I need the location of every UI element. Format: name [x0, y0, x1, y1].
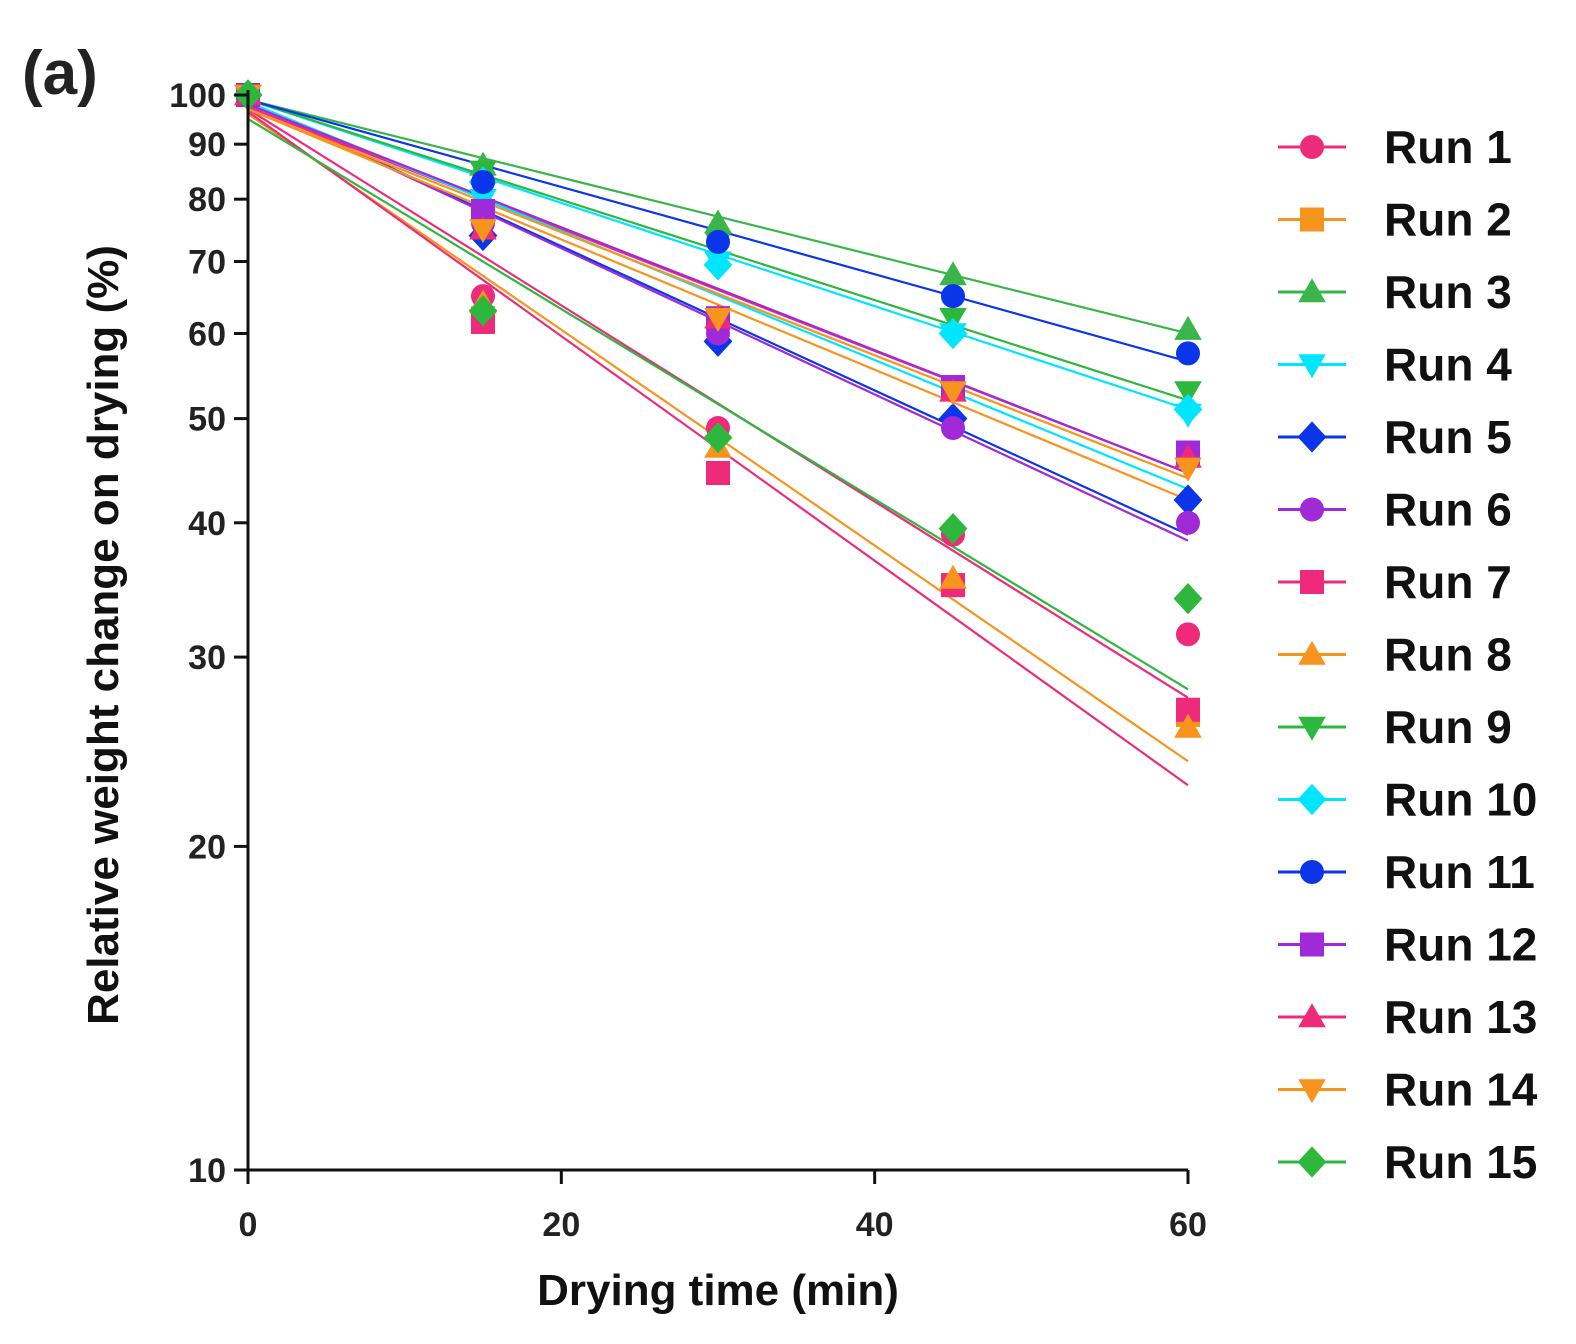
point-run-3 — [1174, 315, 1202, 340]
point-run-15 — [468, 295, 498, 327]
legend-item-run-1: Run 1 — [1278, 121, 1512, 173]
panel-label: (a) — [22, 39, 98, 108]
legend-label: Run 7 — [1384, 556, 1512, 608]
legend-item-run-11: Run 11 — [1278, 846, 1535, 898]
point-run-10 — [703, 249, 733, 281]
y-tick-label: 10 — [188, 1152, 226, 1190]
x-tick-label: 20 — [542, 1206, 580, 1244]
point-run-10 — [938, 317, 968, 350]
y-ticks: 10 20 30 40 50 60 70 80 90 100 — [169, 77, 248, 1190]
legend-marker — [1298, 640, 1326, 665]
legend-item-run-3: Run 3 — [1278, 266, 1512, 318]
y-tick-label: 60 — [188, 315, 226, 353]
legend-marker — [1298, 716, 1326, 741]
point-run-14 — [1174, 457, 1202, 482]
point-run-3 — [704, 209, 732, 234]
legend-label: Run 9 — [1384, 701, 1512, 753]
legend-marker — [1300, 135, 1324, 159]
y-axis-title: Relative weight change on drying (%) — [79, 245, 128, 1025]
legend-item-run-5: Run 5 — [1278, 411, 1512, 463]
legend-item-run-13: Run 13 — [1278, 991, 1537, 1043]
point-run-6 — [941, 416, 965, 441]
y-tick-label: 50 — [188, 401, 226, 439]
x-ticks: 0 20 40 60 — [239, 1170, 1207, 1244]
fit-line-run-15 — [247, 118, 1189, 691]
legend-marker — [1300, 207, 1324, 232]
legend-item-run-12: Run 12 — [1278, 919, 1537, 971]
point-run-1 — [1176, 622, 1200, 647]
y-tick-label: 30 — [188, 639, 226, 677]
legend-label: Run 8 — [1384, 629, 1512, 681]
y-tick-label: 70 — [188, 244, 226, 282]
x-tick-label: 60 — [1169, 1206, 1207, 1244]
point-run-11 — [471, 169, 495, 194]
legend: Run 1 Run 2 Run 3 Run 4 Run 5 Run 6 Run 7 Run 8… — [1278, 121, 1538, 1188]
y-tick-label: 100 — [169, 77, 226, 115]
point-run-11 — [941, 284, 965, 309]
point-run-3 — [939, 261, 967, 286]
legend-label: Run 13 — [1384, 991, 1537, 1043]
legend-marker — [1300, 497, 1324, 522]
legend-marker — [1298, 354, 1326, 379]
legend-item-run-10: Run 10 — [1278, 774, 1537, 826]
x-tick-label: 0 — [239, 1206, 258, 1244]
y-tick-label: 20 — [188, 828, 226, 866]
legend-label: Run 10 — [1384, 774, 1537, 826]
legend-item-run-15: Run 15 — [1278, 1136, 1537, 1188]
y-tick-label: 80 — [188, 181, 226, 219]
legend-label: Run 2 — [1384, 194, 1512, 246]
legend-marker — [1298, 1079, 1326, 1104]
legend-label: Run 15 — [1384, 1136, 1537, 1188]
legend-label: Run 4 — [1384, 339, 1512, 391]
legend-label: Run 12 — [1384, 919, 1537, 971]
legend-label: Run 5 — [1384, 411, 1512, 463]
legend-marker — [1300, 570, 1324, 594]
legend-item-run-4: Run 4 — [1278, 339, 1512, 391]
point-run-7 — [706, 461, 730, 486]
point-run-5 — [1173, 484, 1203, 516]
data-markers — [233, 79, 1203, 738]
y-tick-label: 40 — [188, 505, 226, 543]
axes — [246, 90, 1188, 1172]
legend-marker — [1298, 1003, 1326, 1028]
legend-label: Run 6 — [1384, 484, 1512, 536]
legend-item-run-6: Run 6 — [1278, 484, 1512, 536]
legend-label: Run 3 — [1384, 266, 1512, 318]
legend-label: Run 14 — [1384, 1064, 1538, 1116]
legend-marker — [1297, 421, 1327, 453]
point-run-8 — [939, 564, 967, 589]
x-tick-label: 40 — [856, 1206, 894, 1244]
point-run-14 — [939, 381, 967, 406]
point-run-9 — [1174, 381, 1202, 406]
point-run-15 — [703, 422, 733, 454]
legend-label: Run 11 — [1384, 846, 1535, 898]
legend-label: Run 1 — [1384, 121, 1512, 173]
legend-marker — [1298, 278, 1326, 303]
legend-marker — [1300, 932, 1324, 957]
point-run-11 — [1176, 341, 1200, 366]
point-run-8 — [1174, 713, 1202, 738]
legend-marker — [1297, 1146, 1327, 1178]
legend-item-run-9: Run 9 — [1278, 701, 1512, 753]
legend-marker — [1297, 783, 1327, 816]
point-run-6 — [1176, 510, 1200, 535]
point-run-15 — [1173, 583, 1203, 615]
fit-line-run-14 — [247, 108, 1189, 480]
x-axis-title: Drying time (min) — [537, 1266, 899, 1315]
point-run-10 — [1173, 393, 1203, 425]
y-tick-label: 90 — [188, 126, 226, 164]
point-run-14 — [704, 307, 732, 332]
legend-item-run-14: Run 14 — [1278, 1064, 1538, 1116]
point-run-11 — [706, 229, 730, 254]
legend-item-run-7: Run 7 — [1278, 556, 1512, 608]
point-run-14 — [469, 219, 497, 244]
fit-line-run-12 — [247, 103, 1189, 475]
legend-item-run-2: Run 2 — [1278, 194, 1512, 246]
point-run-15 — [938, 513, 968, 545]
legend-marker — [1300, 860, 1324, 884]
legend-item-run-8: Run 8 — [1278, 629, 1512, 681]
